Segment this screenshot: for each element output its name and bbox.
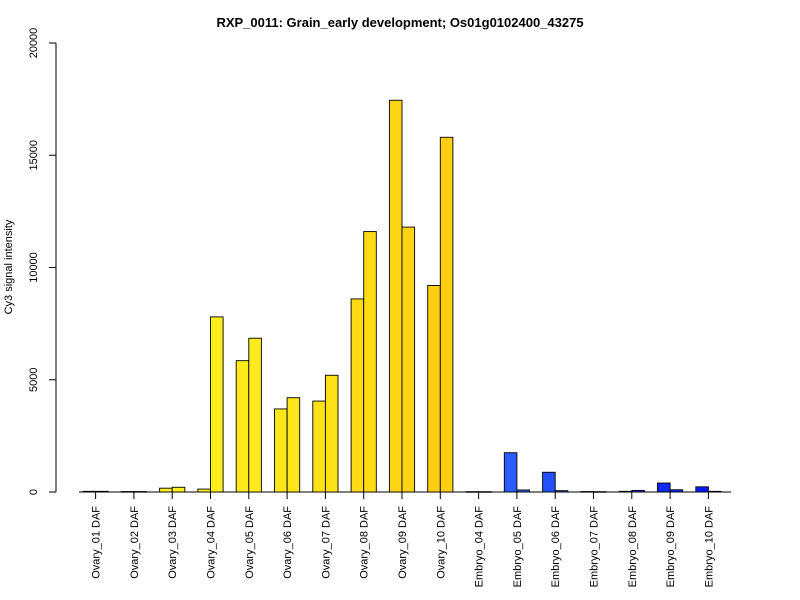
x-tick-label: Ovary_02 DAF	[129, 506, 141, 579]
x-tick-label: Embryo_04 DAF	[474, 506, 486, 588]
y-tick-label: 15000	[28, 140, 40, 171]
x-tick-label: Ovary_05 DAF	[244, 506, 256, 579]
bars-group	[82, 99, 722, 493]
bar-1	[542, 471, 556, 493]
bar-1	[235, 360, 250, 493]
x-tick-label: Embryo_06 DAF	[550, 506, 562, 588]
bar-1	[159, 487, 173, 493]
bar-1	[388, 99, 403, 493]
bar-2	[363, 231, 377, 493]
x-tick-label: Embryo_09 DAF	[665, 506, 677, 588]
bar-1	[350, 298, 365, 493]
bar-2	[248, 337, 262, 493]
bar-2	[401, 226, 416, 493]
bar-2	[478, 491, 492, 493]
bar-2	[324, 374, 339, 493]
bar-1	[695, 486, 709, 493]
chart-title: RXP_0011: Grain_early development; Os01g…	[216, 15, 583, 30]
bar-1	[657, 482, 671, 493]
y-tick-label: 20000	[28, 28, 40, 59]
y-axis-label: Cy3 signal intensity	[3, 219, 15, 314]
x-tick-label: Ovary_10 DAF	[435, 506, 447, 579]
bar-1	[120, 491, 135, 493]
x-tick-label: Embryo_10 DAF	[703, 506, 715, 588]
y-tick-label: 10000	[28, 252, 40, 283]
x-tick-label: Embryo_05 DAF	[512, 506, 524, 588]
bar-2	[171, 486, 186, 493]
bar-1	[312, 400, 326, 493]
bar-1	[618, 490, 633, 493]
x-tick-label: Ovary_06 DAF	[282, 506, 294, 579]
x-tick-label: Ovary_04 DAF	[206, 506, 218, 579]
bar-2	[133, 491, 147, 493]
x-tick-label: Ovary_01 DAF	[91, 506, 103, 579]
bar-1	[503, 452, 518, 493]
x-tick-label: Embryo_07 DAF	[589, 506, 601, 588]
bar-2	[669, 489, 684, 493]
bar-1	[580, 491, 594, 493]
x-tick-label: Embryo_08 DAF	[627, 506, 639, 588]
bar-2	[95, 490, 109, 493]
bar-2	[210, 316, 224, 493]
y-tick-label: 5000	[28, 368, 40, 392]
bar-2	[516, 489, 530, 493]
bar-1	[427, 285, 441, 493]
bar-2	[707, 490, 722, 493]
bar-2	[439, 136, 454, 493]
bar-2	[286, 397, 301, 493]
bar-1	[82, 490, 97, 493]
x-axis-tick-labels: Ovary_01 DAF Ovary_02 DAF Ovary_03 DAF Ovar…	[91, 492, 715, 588]
x-tick-label: Ovary_09 DAF	[397, 506, 409, 579]
bar-2	[554, 490, 569, 493]
bar-1	[465, 491, 480, 493]
y-axis-ticks: 0 5000 10000 15000 20000	[28, 28, 56, 495]
x-tick-label: Ovary_03 DAF	[167, 506, 179, 579]
bar-2	[593, 491, 607, 493]
x-tick-label: Ovary_08 DAF	[359, 506, 371, 579]
x-tick-label: Ovary_07 DAF	[320, 506, 332, 579]
y-tick-label: 0	[28, 489, 40, 495]
bar-2	[631, 489, 645, 493]
bar-1	[197, 488, 211, 493]
bar-1	[274, 408, 288, 493]
